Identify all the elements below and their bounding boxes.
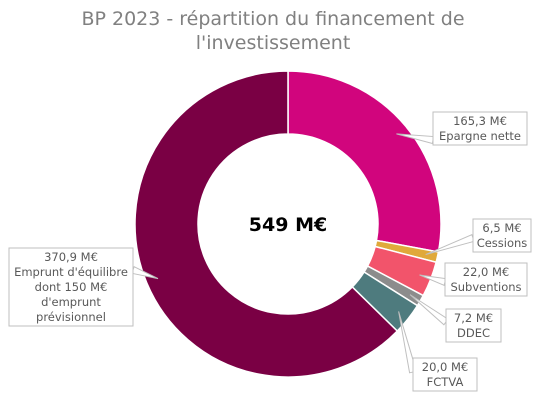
data-label-1-line-1: Cessions: [477, 236, 528, 250]
data-label-3-line-0: 7,2 M€: [454, 311, 493, 325]
callout-box-5: [8, 247, 134, 327]
data-label-5-line-4: prévisionnel: [36, 310, 106, 324]
data-label-4-line-1: FCTVA: [427, 375, 464, 389]
callout-box-3: [445, 308, 502, 343]
callout-box-0: [432, 111, 528, 146]
data-label-3-line-1: DDEC: [457, 326, 490, 340]
data-label-2-line-1: Subventions: [450, 280, 521, 294]
data-label-4-line-0: 20,0 M€: [422, 360, 469, 374]
data-label-5-line-2: dont 150 M€: [35, 280, 108, 294]
data-label-5-line-1: Emprunt d'équilibre: [14, 265, 128, 279]
donut-slice-0: [287, 70, 442, 253]
donut-slice-5: [134, 70, 399, 378]
callout-box-2: [444, 262, 528, 297]
callout-box-1: [472, 218, 532, 253]
center-total-label: 549 M€: [249, 214, 327, 236]
callout-leader-3: [409, 294, 449, 326]
data-label-1-line-0: 6,5 M€: [482, 221, 521, 235]
data-label-5-line-0: 370,9 M€: [44, 250, 98, 264]
chart-title-line-2: l'investissement: [195, 32, 351, 54]
data-label-5-line-3: d'emprunt: [41, 295, 101, 309]
data-label-0-line-0: 165,3 M€: [453, 114, 507, 128]
chart-title-line-1: BP 2023 - répartition du financement de: [81, 8, 465, 30]
data-label-0-line-1: Epargne nette: [439, 129, 521, 143]
callout-box-4: [412, 357, 478, 392]
data-label-2-line-0: 22,0 M€: [463, 265, 510, 279]
